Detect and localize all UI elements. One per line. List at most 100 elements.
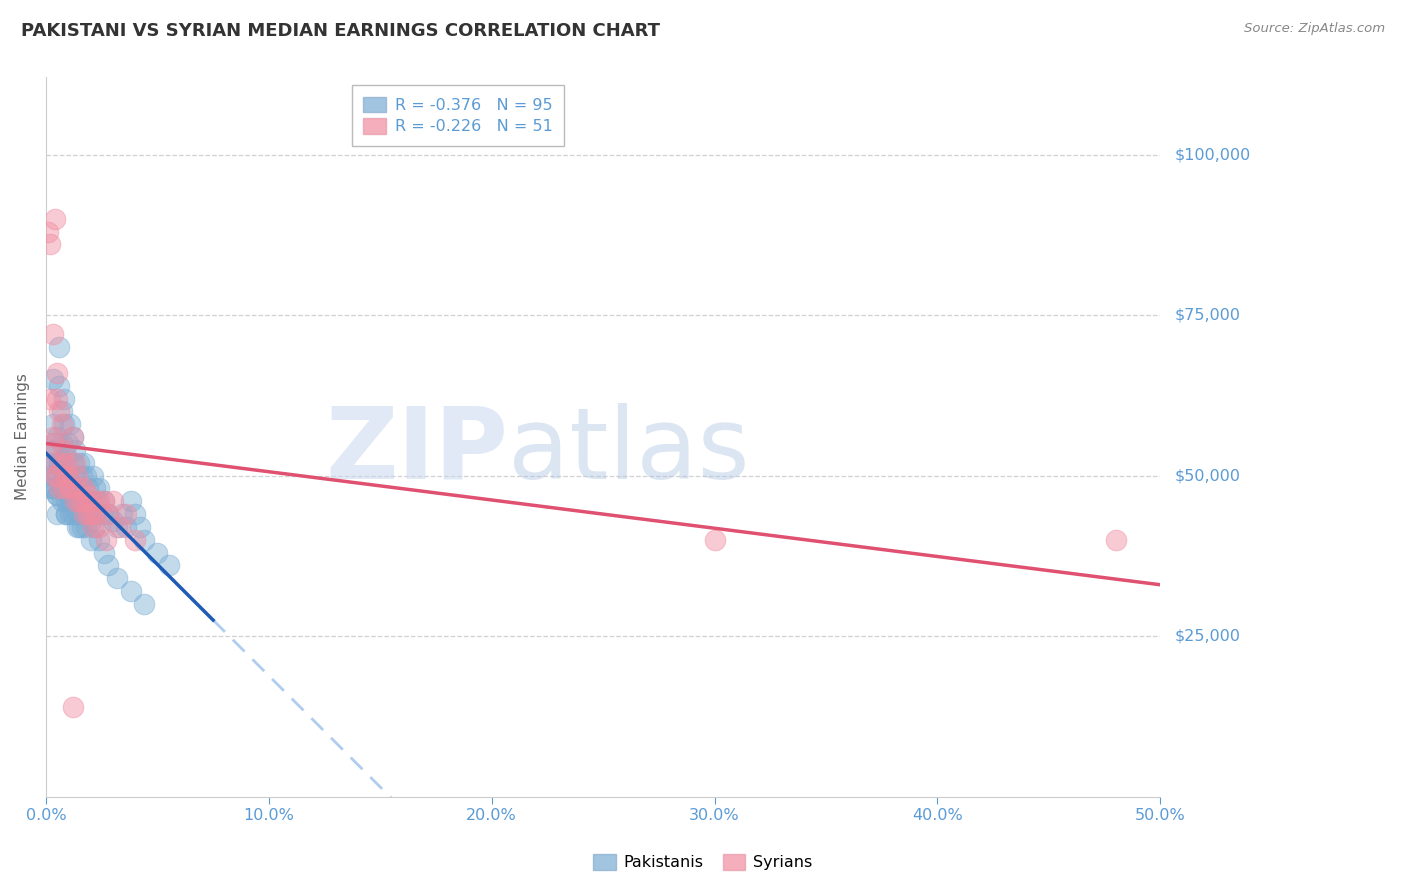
Point [46,392,69,406]
Point [44,468,66,483]
Point [41,436,63,450]
Point [66,507,89,521]
Point [89,533,111,547]
Point [67,520,90,534]
Point [52,468,75,483]
Point [37,456,59,470]
Point [157,558,180,573]
Point [55,468,77,483]
Text: ZIP: ZIP [326,403,509,500]
Point [59,494,82,508]
Point [84,507,107,521]
Point [39,237,62,252]
Point [703,533,725,547]
Point [39,392,62,406]
Point [97,507,120,521]
Point [63,442,86,457]
Point [51,456,73,470]
Text: $50,000: $50,000 [1174,468,1240,483]
Point [48,482,70,496]
Point [70,494,93,508]
Point [62,430,84,444]
Point [120,584,142,599]
Point [44,211,66,226]
Point [67,507,90,521]
Point [58,468,80,483]
Point [82,520,104,534]
Point [93,494,115,508]
Point [132,597,155,611]
Point [51,494,73,508]
Point [44,436,66,450]
Point [70,468,93,483]
Point [46,468,69,483]
Point [59,417,82,432]
Point [115,507,138,521]
Point [77,488,100,502]
Point [58,436,80,450]
Point [67,494,90,508]
Point [84,482,107,496]
Point [79,533,101,547]
Point [77,507,100,521]
Point [90,507,112,521]
Point [115,520,138,534]
Point [79,494,101,508]
Point [46,430,69,444]
Point [51,436,73,450]
Text: $75,000: $75,000 [1174,308,1240,323]
Text: $100,000: $100,000 [1174,147,1250,162]
Point [41,327,63,342]
Text: PAKISTANI VS SYRIAN MEDIAN EARNINGS CORRELATION CHART: PAKISTANI VS SYRIAN MEDIAN EARNINGS CORR… [21,22,659,40]
Point [67,482,90,496]
Point [41,430,63,444]
Legend: Pakistanis, Syrians: Pakistanis, Syrians [588,848,818,877]
Point [44,468,66,483]
Point [101,494,124,508]
Point [59,507,82,521]
Point [46,488,69,502]
Point [44,482,66,496]
Point [82,468,104,483]
Point [70,494,93,508]
Point [46,468,69,483]
Point [89,494,111,508]
Point [52,482,75,496]
Point [75,494,97,508]
Point [89,520,111,534]
Point [55,494,77,508]
Legend: R = -0.376   N = 95, R = -0.226   N = 51: R = -0.376 N = 95, R = -0.226 N = 51 [352,86,564,145]
Point [46,507,69,521]
Point [48,378,70,392]
Point [82,494,104,508]
Point [73,482,96,496]
Point [62,430,84,444]
Point [58,468,80,483]
Point [63,494,86,508]
Point [46,488,69,502]
Point [132,533,155,547]
Point [111,507,134,521]
Point [105,520,128,534]
Point [120,494,142,508]
Point [79,514,101,528]
Point [79,507,101,521]
Point [55,456,77,470]
Point [67,456,90,470]
Point [63,468,86,483]
Point [128,520,150,534]
Text: Source: ZipAtlas.com: Source: ZipAtlas.com [1244,22,1385,36]
Point [37,225,59,239]
Point [48,456,70,470]
Point [44,456,66,470]
Point [146,546,169,560]
Point [73,507,96,521]
Point [67,494,90,508]
Point [52,442,75,457]
Point [73,507,96,521]
Point [51,482,73,496]
Point [46,366,69,380]
Point [59,482,82,496]
Point [77,507,100,521]
Y-axis label: Median Earnings: Median Earnings [15,374,30,500]
